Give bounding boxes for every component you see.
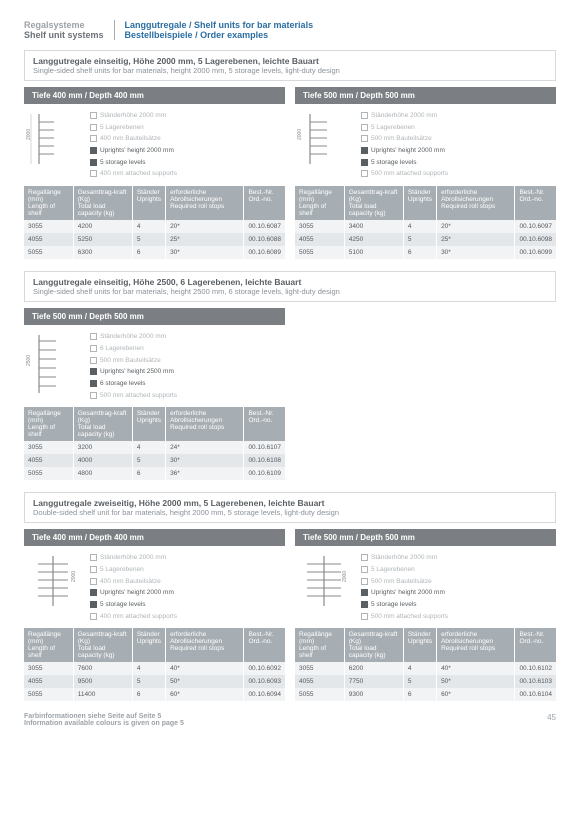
spec-list: Ständerhöhe 2000 mm 5 Lagerebenen 400 mm… bbox=[90, 552, 285, 622]
depth-bar: Tiefe 500 mm / Depth 500 mm bbox=[295, 87, 556, 104]
depth-bar: Tiefe 400 mm / Depth 400 mm bbox=[24, 529, 285, 546]
table-row: 30554200420*00.10.6087 bbox=[24, 220, 285, 233]
section3-pair: Tiefe 400 mm / Depth 400 mm 2000 Ständer… bbox=[24, 529, 556, 701]
section3-title: Langgutregale zweiseitig, Höhe 2000 mm, … bbox=[24, 492, 556, 523]
shelf-diagram-single-tall: 2500 bbox=[24, 331, 82, 401]
sec2-empty bbox=[295, 308, 556, 480]
section1-pair: Tiefe 400 mm / Depth 400 mm 2000 Ständer… bbox=[24, 87, 556, 259]
spec-list: Ständerhöhe 2000 mm 5 Lagerebenen 500 mm… bbox=[361, 552, 556, 622]
shelf-diagram-single: 2000 bbox=[24, 110, 82, 170]
svg-text:2500: 2500 bbox=[26, 355, 32, 366]
table-row: 40554250525*00.10.6098 bbox=[295, 233, 556, 246]
spec-table: Regallänge (mm)Length of shelf Gesamttra… bbox=[24, 407, 285, 480]
table-row: 50554800636*00.10.6109 bbox=[24, 467, 285, 480]
spec-list: Ständerhöhe 2000 mm 5 Lagerebenen 400 mm… bbox=[90, 110, 285, 180]
spec-table: Regallänge (mm)Length of shelf Gesamttra… bbox=[24, 628, 285, 701]
table-row: 505511400660*00.10.6094 bbox=[24, 688, 285, 701]
table-row: 50555100630*00.10.6099 bbox=[295, 246, 556, 259]
section2-title-de: Langgutregale einseitig, Höhe 2500, 6 La… bbox=[33, 277, 547, 287]
spec-table: Regallänge (mm)Length of shelf Gesamttra… bbox=[295, 628, 556, 701]
shelf-diagram-single: 2000 bbox=[295, 110, 353, 170]
table-row: 50559300660*00.10.6104 bbox=[295, 688, 556, 701]
spec-list: Ständerhöhe 2000 mm 6 Lagerebenen 500 mm… bbox=[90, 331, 285, 401]
svg-text:2000: 2000 bbox=[297, 129, 303, 140]
table-row: 40554000530*00.10.6108 bbox=[24, 454, 285, 467]
section1-title: Langgutregale einseitig, Höhe 2000 mm, 5… bbox=[24, 50, 556, 81]
page-header: Regalsysteme Shelf unit systems Langgutr… bbox=[24, 20, 556, 40]
table-row: 30553200424*00.10.6107 bbox=[24, 441, 285, 454]
spec-table: Regallänge (mm)Length of shelf Gesamttra… bbox=[24, 186, 285, 259]
section1-title-de: Langgutregale einseitig, Höhe 2000 mm, 5… bbox=[33, 56, 547, 66]
svg-text:2000: 2000 bbox=[71, 571, 77, 582]
depth-bar: Tiefe 400 mm / Depth 400 mm bbox=[24, 87, 285, 104]
section1-title-en: Single-sided shelf units for bar materia… bbox=[33, 66, 547, 75]
section2-title-en: Single-sided shelf units for bar materia… bbox=[33, 287, 547, 296]
section2-pair: Tiefe 500 mm / Depth 500 mm 2500 Ständer… bbox=[24, 308, 556, 480]
depth-bar: Tiefe 500 mm / Depth 500 mm bbox=[24, 308, 285, 325]
sec3-block-500: Tiefe 500 mm / Depth 500 mm 2000 Ständer… bbox=[295, 529, 556, 701]
header-left-de: Regalsysteme bbox=[24, 20, 104, 30]
spec-list: Ständerhöhe 2000 mm 5 Lagerebenen 500 mm… bbox=[361, 110, 556, 180]
table-row: 30557600440*00.10.6092 bbox=[24, 662, 285, 675]
svg-text:2000: 2000 bbox=[26, 129, 32, 140]
depth-bar: Tiefe 500 mm / Depth 500 mm bbox=[295, 529, 556, 546]
sec2-block-500: Tiefe 500 mm / Depth 500 mm 2500 Ständer… bbox=[24, 308, 285, 480]
spec-table: Regallänge (mm)Length of shelf Gesamttra… bbox=[295, 186, 556, 259]
header-right-de: Langgutregale / Shelf units for bar mate… bbox=[125, 20, 314, 30]
page-footer: Farbinformationen siehe Seite auf Seite … bbox=[24, 713, 556, 727]
table-row: 40557750550*00.10.6103 bbox=[295, 675, 556, 688]
shelf-diagram-double: 2000 bbox=[295, 552, 353, 612]
table-row: 30556200440*00.10.6102 bbox=[295, 662, 556, 675]
section2-title: Langgutregale einseitig, Höhe 2500, 6 La… bbox=[24, 271, 556, 302]
page-number: 45 bbox=[547, 713, 556, 727]
sec1-block-400: Tiefe 400 mm / Depth 400 mm 2000 Ständer… bbox=[24, 87, 285, 259]
table-row: 50556300630*00.10.6089 bbox=[24, 246, 285, 259]
sec3-block-400: Tiefe 400 mm / Depth 400 mm 2000 Ständer… bbox=[24, 529, 285, 701]
sec1-block-500: Tiefe 500 mm / Depth 500 mm 2000 Ständer… bbox=[295, 87, 556, 259]
section3-title-en: Double-sided shelf unit for bar material… bbox=[33, 508, 547, 517]
table-row: 30553400420*00.10.6097 bbox=[295, 220, 556, 233]
svg-text:2000: 2000 bbox=[342, 571, 348, 582]
header-left-en: Shelf unit systems bbox=[24, 30, 104, 40]
header-right-en: Bestellbeispiele / Order examples bbox=[125, 30, 314, 40]
shelf-diagram-double: 2000 bbox=[24, 552, 82, 612]
footer-en: Information available colours is given o… bbox=[24, 720, 184, 727]
footer-de: Farbinformationen siehe Seite auf Seite … bbox=[24, 713, 184, 720]
table-row: 40555250525*00.10.6088 bbox=[24, 233, 285, 246]
table-row: 40559500550*00.10.6093 bbox=[24, 675, 285, 688]
section3-title-de: Langgutregale zweiseitig, Höhe 2000 mm, … bbox=[33, 498, 547, 508]
